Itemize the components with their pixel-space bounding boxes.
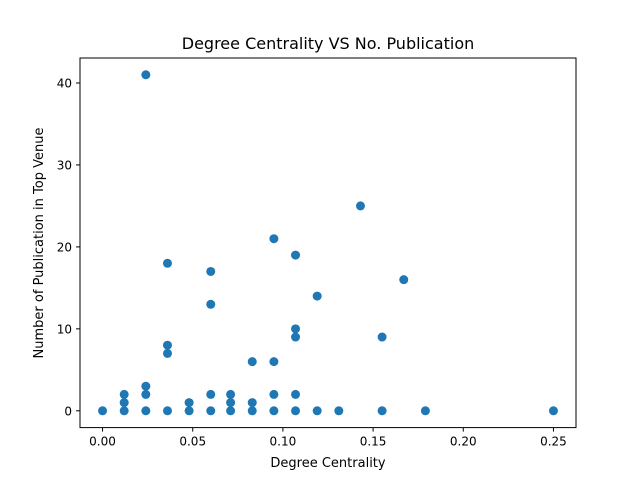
x-tick-label: 0.20 <box>450 435 477 449</box>
y-tick-label: 10 <box>57 322 72 336</box>
data-point <box>269 406 279 416</box>
data-point <box>206 266 216 276</box>
y-axis-ticks: 0 10 20 30 40 <box>57 76 80 418</box>
x-tick-label: 0.10 <box>270 435 297 449</box>
data-point <box>119 398 129 408</box>
data-point <box>162 406 172 416</box>
x-tick-label: 0.25 <box>540 435 567 449</box>
data-point <box>162 348 172 358</box>
data-point <box>377 332 387 342</box>
y-axis-label: Number of Publication in Top Venue <box>32 128 47 359</box>
data-point <box>291 389 301 399</box>
data-point <box>548 406 558 416</box>
data-point <box>184 398 194 408</box>
data-point <box>247 406 257 416</box>
data-point <box>98 406 108 416</box>
data-point <box>247 398 257 408</box>
x-tick-label: 0.05 <box>179 435 206 449</box>
data-point <box>141 70 151 80</box>
data-point <box>291 324 301 334</box>
data-point <box>119 389 129 399</box>
data-point <box>162 340 172 350</box>
data-point <box>206 406 216 416</box>
chart-title: Degree Centrality VS No. Publication <box>182 34 475 53</box>
data-point <box>206 389 216 399</box>
data-point <box>420 406 430 416</box>
data-point <box>226 389 236 399</box>
data-point <box>162 258 172 268</box>
x-axis-ticks: 0.00 0.05 0.10 0.15 0.20 0.25 <box>89 427 567 449</box>
y-tick-label: 40 <box>57 76 72 90</box>
data-point <box>269 234 279 244</box>
data-point <box>334 406 344 416</box>
data-points <box>98 70 558 416</box>
data-point <box>141 381 151 391</box>
data-point <box>141 389 151 399</box>
data-point <box>247 357 257 367</box>
data-point <box>226 406 236 416</box>
y-tick-label: 0 <box>64 404 72 418</box>
y-tick-label: 30 <box>57 158 72 172</box>
data-point <box>184 406 194 416</box>
data-point <box>377 406 387 416</box>
x-tick-label: 0.15 <box>360 435 387 449</box>
x-axis-label: Degree Centrality <box>270 456 385 471</box>
data-point <box>312 291 322 301</box>
data-point <box>226 398 236 408</box>
data-point <box>399 275 409 285</box>
data-point <box>206 299 216 309</box>
x-tick-label: 0.00 <box>89 435 116 449</box>
data-point <box>119 406 129 416</box>
y-tick-label: 20 <box>57 240 72 254</box>
data-point <box>312 406 322 416</box>
data-point <box>291 250 301 260</box>
data-point <box>269 357 279 367</box>
data-point <box>269 389 279 399</box>
data-point <box>291 406 301 416</box>
plot-area-frame <box>79 57 577 429</box>
data-point <box>291 332 301 342</box>
data-point <box>141 406 151 416</box>
data-point <box>355 201 365 211</box>
